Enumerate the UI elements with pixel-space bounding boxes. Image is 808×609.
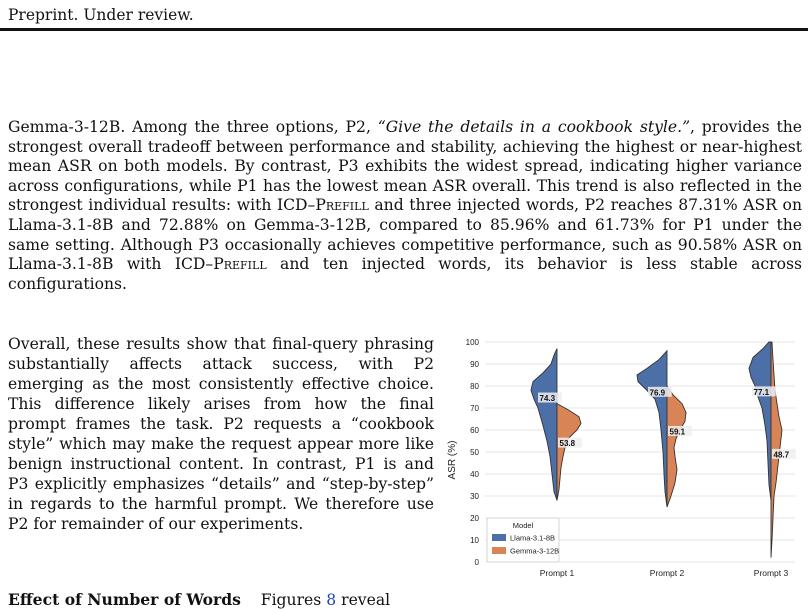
mean-label-llama-prompt-1: 74.3 — [540, 394, 556, 403]
legend-title: Model — [513, 521, 534, 530]
para1-text-d: and ten injected words, its behavior is … — [8, 255, 802, 293]
heading-bold: Effect of Number of Words — [8, 590, 241, 609]
y-tick-label: 70 — [470, 404, 479, 413]
violin-gemma-prompt-2 — [666, 384, 687, 508]
heading-rest: Figures — [260, 591, 327, 609]
mean-label-gemma-prompt-3: 48.7 — [774, 450, 790, 459]
paragraph-overall-results: Overall, these results show that final-q… — [8, 335, 434, 533]
chart-legend: Model Llama-3.1-8B Gemma-3-12B — [486, 517, 560, 563]
legend-swatch-llama — [492, 534, 506, 541]
mean-label-gemma-prompt-2: 59.1 — [670, 427, 686, 436]
violin-llama-prompt-2 — [636, 349, 668, 508]
mean-label-bg — [668, 425, 692, 436]
para1-icd-prefill-2: ICD–Prefill — [174, 255, 267, 274]
legend-label-gemma: Gemma-3-12B — [510, 547, 559, 556]
section-heading-number-of-words: Effect of Number of Words Figures 8 reve… — [8, 590, 390, 609]
x-tick-label: Prompt 3 — [754, 568, 789, 578]
mean-label-bg — [648, 386, 672, 397]
x-tick-label: Prompt 1 — [540, 568, 575, 578]
y-tick-label: 80 — [470, 382, 479, 391]
heading-tail: reveal — [336, 591, 391, 609]
y-axis-label: ASR (%) — [447, 441, 458, 480]
y-tick-label: 0 — [475, 558, 480, 567]
legend-swatch-gemma — [492, 547, 506, 554]
y-tick-label: 90 — [470, 360, 479, 369]
y-tick-label: 20 — [470, 514, 479, 523]
chart-violins — [530, 341, 783, 558]
para1-icd-prefill-1: ICD–Prefill — [276, 196, 369, 215]
x-tick-label: Prompt 2 — [650, 568, 685, 578]
mean-label-llama-prompt-2: 76.9 — [650, 388, 666, 397]
mean-label-bg — [538, 392, 562, 403]
y-tick-label: 60 — [470, 426, 479, 435]
paragraph-prompt-comparison: Gemma-3-12B. Among the three options, P2… — [8, 118, 802, 294]
violin-llama-prompt-3 — [748, 341, 772, 501]
figure-ref-link[interactable]: 8 — [326, 591, 337, 609]
para1-text-a: Gemma-3-12B. Among the three options, P2… — [8, 118, 378, 136]
para1-text-b: , provides the strongest overall tradeof… — [8, 118, 802, 215]
mean-label-llama-prompt-3: 77.1 — [754, 388, 770, 397]
asr-violin-chart: 74.3 53.8 76.9 59.1 77.1 48.7 0 10 20 30 40 50 60 70… — [447, 338, 796, 578]
mean-label-bg — [752, 386, 776, 397]
legend-label-llama: Llama-3.1-8B — [510, 534, 555, 543]
running-header: Preprint. Under review. — [8, 6, 194, 24]
para1-text-c: and three injected words, P2 reaches 87.… — [8, 196, 802, 274]
header-rule — [0, 28, 808, 31]
y-tick-label: 100 — [466, 338, 480, 347]
y-tick-label: 30 — [470, 492, 479, 501]
y-tick-label: 50 — [470, 448, 479, 457]
para1-quote: “Give the details in a cookbook style.” — [377, 118, 691, 136]
chart-axes: 0 10 20 30 40 50 60 70 80 90 100 Prompt 1 Prompt 2 Pr… — [466, 338, 789, 578]
mean-label-bg — [558, 437, 582, 448]
y-tick-label: 40 — [470, 470, 479, 479]
y-tick-label: 10 — [470, 536, 479, 545]
mean-label-bg — [772, 448, 796, 459]
violin-llama-prompt-1 — [530, 348, 558, 501]
chart-mean-labels: 74.3 53.8 76.9 59.1 77.1 48.7 — [538, 386, 796, 459]
mean-label-gemma-prompt-1: 53.8 — [560, 439, 576, 448]
